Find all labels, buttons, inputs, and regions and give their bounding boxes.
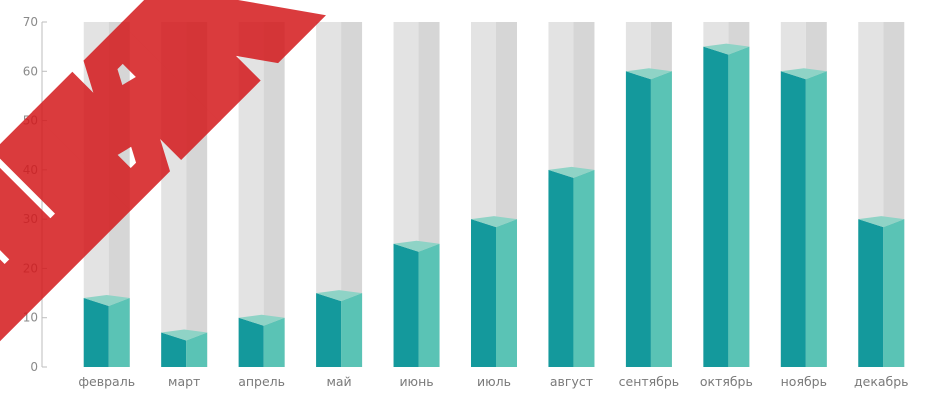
bar-side-face: [728, 46, 750, 368]
y-tick-label: 50: [23, 114, 38, 128]
x-category-label: июль: [477, 374, 511, 389]
bar-side-face: [496, 219, 517, 367]
y-axis: 0 10 20 30 40 50 60 70: [23, 15, 47, 374]
x-category-label: июнь: [399, 374, 433, 389]
x-axis-labels: февраль март апрель май июнь июль август сентяб…: [78, 374, 908, 389]
bar-front-face: [238, 317, 264, 367]
x-category-label: март: [168, 374, 200, 389]
bar-side-face: [573, 169, 595, 367]
bar-top-cap: [316, 290, 363, 302]
x-category-label: август: [550, 374, 593, 389]
bar-top-cap: [238, 314, 285, 326]
bar-top-cap: [703, 43, 750, 55]
bar-top-cap: [780, 68, 827, 80]
background-column-side: [108, 22, 130, 367]
background-column-side: [341, 22, 363, 367]
bar-top-cap: [471, 216, 517, 228]
y-tick-label: 40: [23, 163, 38, 177]
x-category-label: апрель: [238, 374, 285, 389]
x-category-label: февраль: [78, 374, 135, 389]
bar-front-face: [780, 71, 806, 368]
bar-top-cap: [625, 68, 672, 80]
bar-top-cap: [393, 240, 440, 252]
x-category-label: май: [326, 374, 351, 389]
bar-front-face: [83, 298, 109, 367]
y-tick-label: 0: [30, 360, 38, 374]
background-column-front: [238, 22, 264, 367]
x-category-label: декабрь: [854, 374, 909, 389]
bar-front-face: [316, 293, 342, 367]
bar-side-face: [650, 71, 672, 368]
bars: [83, 43, 905, 368]
bar-front-face: [703, 46, 729, 368]
bar-top-cap: [858, 216, 905, 228]
bar-top-cap: [548, 166, 595, 178]
y-tick-label: 20: [23, 261, 38, 275]
background-column-front: [161, 22, 187, 367]
x-category-label: ноябрь: [781, 374, 827, 389]
y-tick-label: 60: [23, 64, 38, 78]
y-tick-label: 10: [23, 311, 38, 325]
background-column-side: [186, 22, 208, 367]
bar-side-face: [418, 243, 440, 367]
bar-front-face: [625, 71, 651, 368]
bar-front-face: [471, 219, 496, 367]
y-tick-label: 70: [23, 15, 38, 29]
bar-side-face: [805, 71, 827, 368]
bar-side-face: [883, 219, 905, 367]
x-category-label: сентябрь: [619, 374, 680, 389]
bar-top-cap: [161, 329, 208, 341]
bar-top-cap: [83, 295, 130, 306]
bar-side-face: [341, 293, 363, 367]
y-tick-label: 30: [23, 212, 38, 226]
background-column-side: [263, 22, 285, 367]
bar-side-face: [108, 298, 130, 367]
bar-front-face: [548, 169, 574, 367]
x-category-label: октябрь: [700, 374, 753, 389]
bar-side-face: [186, 332, 208, 367]
bar-front-face: [161, 332, 187, 367]
bar-side-face: [263, 317, 285, 367]
bar-front-face: [393, 243, 419, 367]
bar-front-face: [858, 219, 884, 367]
